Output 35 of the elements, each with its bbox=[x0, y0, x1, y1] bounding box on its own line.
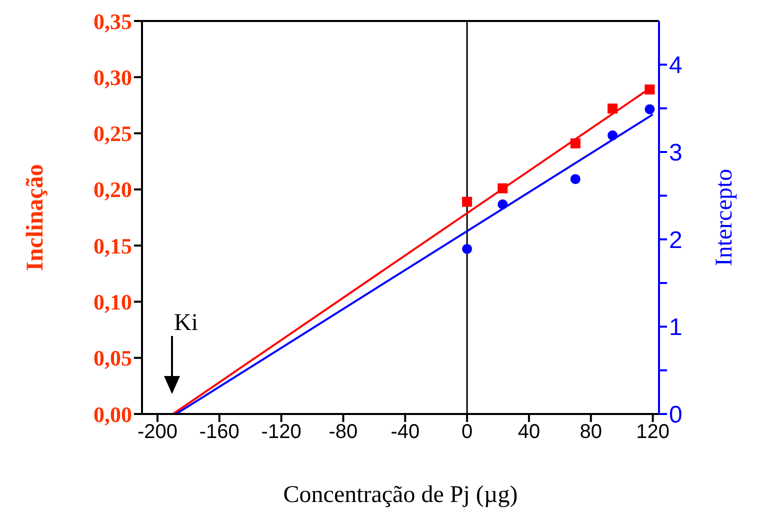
y-tick-label: 0,25 bbox=[94, 121, 132, 146]
point bbox=[570, 138, 580, 148]
x-tick-label: -160 bbox=[199, 421, 240, 444]
y-tick-label: 0,20 bbox=[94, 177, 132, 202]
point bbox=[462, 196, 472, 207]
point bbox=[498, 199, 508, 210]
x-tick-label: 0 bbox=[461, 421, 473, 444]
point bbox=[608, 130, 618, 140]
y-tick-label: 0,00 bbox=[94, 402, 132, 427]
x-axis-title: Concentração de Pj (µg) bbox=[283, 482, 518, 508]
y-tick-label: 0,30 bbox=[94, 64, 132, 90]
point bbox=[644, 84, 655, 94]
x-tick-label: 120 bbox=[636, 421, 670, 444]
x-tick-label: 40 bbox=[518, 421, 540, 444]
y2-tick-label: 1 bbox=[669, 314, 682, 342]
y-axis-title: Inclinação bbox=[22, 164, 49, 271]
point bbox=[608, 104, 618, 114]
y-tick-label: 0,35 bbox=[94, 8, 132, 34]
y2-axis-title: Intercepto bbox=[712, 168, 738, 266]
x-tick-label: -200 bbox=[137, 421, 178, 444]
x-tick-label: -80 bbox=[328, 421, 358, 444]
point bbox=[462, 244, 472, 254]
y-tick-label: 0,10 bbox=[94, 290, 132, 315]
x-tick-label: -40 bbox=[390, 421, 420, 444]
x-tick-label: 80 bbox=[580, 421, 602, 444]
point bbox=[570, 174, 580, 184]
point bbox=[644, 104, 655, 114]
y-tick-label: 0,15 bbox=[94, 233, 132, 258]
y-tick-label: 0,05 bbox=[94, 346, 132, 371]
point bbox=[498, 183, 508, 194]
y2-tick-label: 4 bbox=[669, 52, 682, 80]
annotation: Ki bbox=[174, 310, 198, 336]
y2-tick-label: 3 bbox=[669, 140, 682, 167]
y2-tick-label: 2 bbox=[669, 226, 682, 254]
x-tick-label: -120 bbox=[261, 421, 302, 444]
